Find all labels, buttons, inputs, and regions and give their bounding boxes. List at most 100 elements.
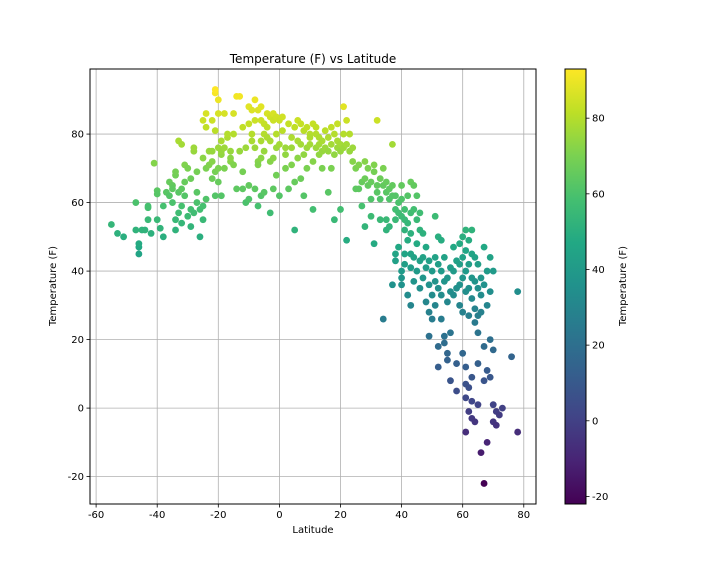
plot-area-frame: [89, 68, 537, 505]
scatter-point: [239, 185, 247, 193]
scatter-point: [453, 360, 460, 367]
scatter-point: [211, 86, 219, 93]
scatter-point: [447, 377, 454, 385]
scatter-point: [376, 195, 384, 203]
colorbar: [564, 68, 587, 505]
scatter-point: [422, 264, 430, 272]
scatter-point: [318, 137, 326, 145]
scatter-point: [297, 175, 305, 183]
scatter-point: [364, 164, 372, 172]
scatter-point: [208, 158, 216, 165]
scatter-point: [144, 216, 152, 224]
scatter-point: [489, 346, 497, 354]
scatter-point: [440, 253, 448, 261]
scatter-point: [456, 240, 464, 248]
scatter-point: [257, 103, 265, 111]
scatter-point: [413, 192, 421, 200]
scatter-point: [474, 284, 482, 292]
scatter-point: [208, 175, 216, 183]
scatter-point: [398, 281, 405, 289]
scatter-point: [193, 168, 201, 176]
scatter-point: [422, 243, 430, 251]
scatter-point: [480, 480, 488, 487]
scatter-point: [135, 250, 143, 258]
y-axis-label: Temperature (F): [48, 246, 59, 327]
scatter-point: [251, 96, 259, 104]
scatter-point: [483, 267, 491, 275]
scatter-point: [181, 178, 189, 186]
scatter-point: [306, 134, 314, 141]
scatter-point: [327, 123, 335, 131]
scatter-point: [407, 264, 415, 272]
scatter-point: [373, 188, 381, 196]
scatter-point: [450, 291, 457, 299]
scatter-point: [285, 120, 292, 128]
scatter-point: [245, 182, 253, 189]
scatter-point: [245, 120, 253, 128]
scatter-point: [489, 401, 497, 409]
scatter-point: [297, 120, 305, 128]
scatter-point: [266, 137, 274, 145]
scatter-point: [392, 192, 399, 200]
scatter-point: [492, 421, 500, 429]
scatter-point: [184, 164, 192, 172]
scatter-point: [297, 140, 305, 148]
scatter-point: [437, 236, 445, 244]
scatter-point: [450, 267, 457, 275]
scatter-point: [477, 274, 485, 282]
scatter-point: [480, 281, 488, 289]
y-tick-label: 40: [71, 267, 84, 278]
scatter-point: [440, 332, 448, 340]
scatter-point: [419, 274, 427, 282]
x-tick-label: 40: [395, 510, 408, 521]
x-tick-label: 60: [456, 510, 469, 521]
scatter-point: [361, 158, 369, 165]
y-axis-ticks: -20 0 20 40 60 80: [68, 130, 90, 483]
scatter-point: [358, 202, 366, 210]
scatter-point: [269, 154, 277, 162]
scatter-point: [199, 216, 207, 224]
scatter-point: [465, 260, 473, 268]
scatter-point: [434, 284, 442, 292]
scatter-point: [428, 291, 436, 299]
x-tick-label: 80: [517, 510, 530, 521]
scatter-point: [257, 137, 265, 145]
scatter-point: [444, 356, 451, 364]
scatter-point: [285, 185, 292, 193]
scatter-point: [312, 123, 320, 131]
scatter-point: [291, 123, 299, 131]
scatter-point: [474, 329, 482, 337]
scatter-point: [486, 336, 494, 343]
scatter-point: [340, 103, 347, 111]
scatter-point: [196, 233, 204, 241]
scatter-point: [114, 230, 121, 237]
scatter-point: [178, 219, 186, 227]
scatter-point: [444, 298, 451, 306]
scatter-point: [291, 178, 299, 186]
colorbar-tick-label: -20: [592, 492, 608, 503]
scatter-point: [254, 161, 262, 169]
scatter-point: [477, 308, 485, 316]
scatter-point: [385, 223, 393, 230]
scatter-point: [159, 233, 167, 241]
scatter-point: [190, 144, 198, 152]
scatter-point: [156, 224, 164, 232]
scatter-point: [373, 182, 381, 189]
scatter-point: [187, 175, 195, 183]
scatter-point: [230, 110, 237, 117]
scatter-point: [462, 247, 470, 254]
scatter-point: [120, 233, 128, 241]
scatter-point: [217, 137, 225, 145]
scatter-point: [465, 312, 473, 320]
scatter-point: [431, 301, 439, 309]
scatter-point: [489, 267, 497, 275]
scatter-point: [214, 164, 222, 172]
scatter-point: [428, 267, 436, 275]
scatter-point: [367, 195, 375, 203]
colorbar-tick-label: 40: [592, 265, 605, 276]
scatter-point: [343, 236, 351, 244]
scatter-point: [398, 195, 405, 203]
y-tick-label: 20: [71, 335, 84, 346]
